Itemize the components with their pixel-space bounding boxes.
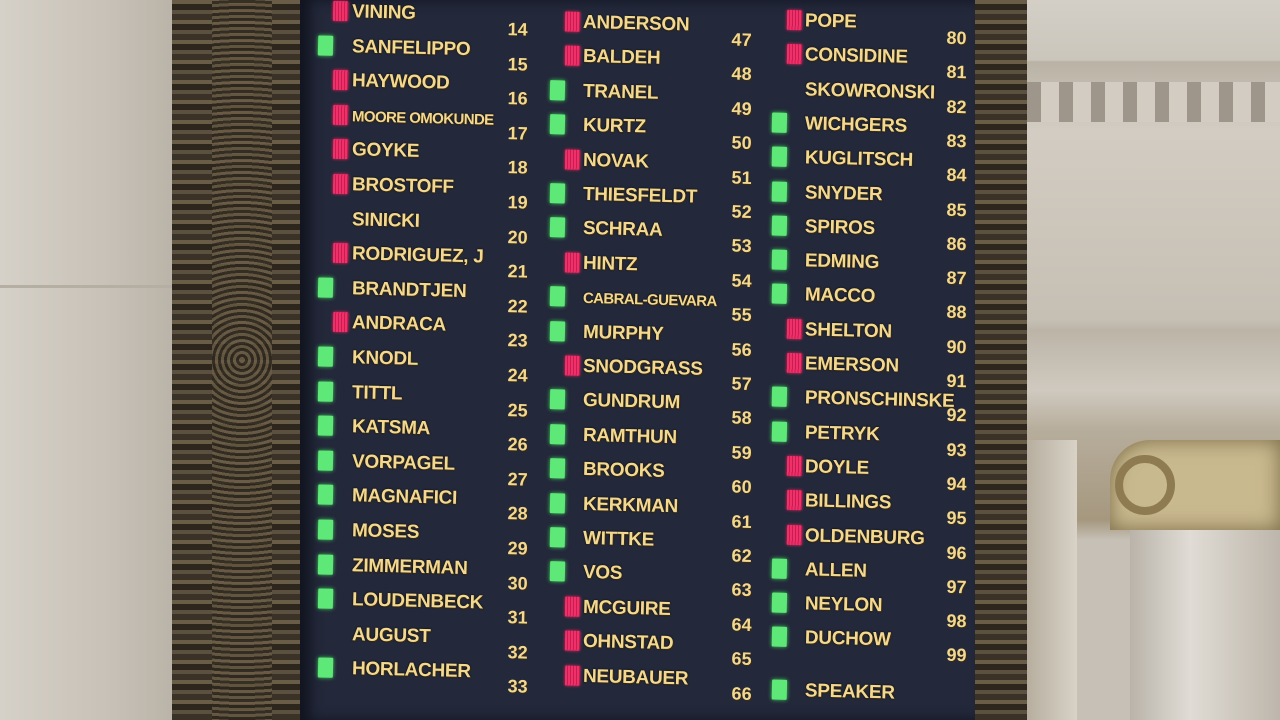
cornice-dentils [1027, 82, 1280, 122]
member-name: WICHGERS [804, 113, 908, 137]
member-name: EMERSON [804, 353, 900, 377]
seat-number: 94 [946, 473, 967, 495]
no-vote-light [786, 9, 803, 31]
seat-number: 86 [946, 233, 967, 255]
seat-number: 80 [946, 27, 967, 49]
seat-number: 88 [946, 302, 967, 323]
member-name: MACCO [804, 284, 876, 308]
member-name: OLDENBURG [804, 524, 925, 549]
member-name: DOYLE [804, 456, 870, 479]
seat-number: 97 [946, 576, 967, 598]
member-name: DUCHOW [804, 627, 891, 651]
seat-number: 84 [946, 164, 967, 186]
no-vote-light [786, 44, 803, 65]
aye-vote-light [771, 283, 788, 305]
member-name: POPE [804, 10, 857, 33]
aye-vote-light [771, 181, 788, 202]
seat-number: 87 [946, 267, 967, 289]
member-name: SNYDER [804, 181, 883, 205]
seat-number: 95 [946, 507, 967, 529]
aye-vote-light [771, 558, 788, 579]
member-name: PRONSCHINSKE [804, 387, 955, 413]
seat-number: 85 [946, 199, 967, 220]
seat-number: 82 [946, 96, 967, 117]
no-vote-light [786, 490, 803, 511]
no-vote-light [786, 318, 803, 339]
vote-board: VINING 14 SANFELIPPO 15 HAYWOOD 16 MOORE OMOKU… [300, 0, 976, 720]
member-name: BILLINGS [804, 490, 892, 514]
aye-vote-light [771, 386, 788, 408]
seat-number: 92 [946, 405, 967, 426]
member-name: EDMING [804, 250, 880, 274]
ornate-frame-right [975, 0, 1027, 720]
aye-vote-light [771, 592, 788, 613]
aye-vote-light [771, 112, 788, 133]
seat-number: 83 [946, 130, 967, 152]
member-name: SKOWRONSKI [804, 78, 936, 104]
member-name: CONSIDINE [804, 44, 908, 69]
seat-number: 99 [946, 645, 967, 666]
member-name: NEYLON [804, 593, 883, 617]
pilaster [1027, 440, 1077, 720]
no-vote-light [786, 524, 803, 545]
seat-number: 90 [946, 336, 967, 357]
no-vote-light [786, 352, 803, 374]
member-name: SHELTON [804, 319, 893, 343]
aye-vote-light [771, 626, 788, 648]
seat-number: 91 [946, 370, 967, 392]
aye-vote-light [771, 146, 788, 168]
aye-vote-light [771, 215, 788, 236]
member-name: KUGLITSCH [804, 147, 914, 172]
no-vote-light [786, 455, 803, 477]
aye-vote-light [771, 249, 788, 270]
member-name: ALLEN [804, 559, 867, 582]
seat-number: 93 [946, 439, 967, 460]
seat-number: 65 [731, 648, 752, 670]
marble-column [1130, 530, 1280, 720]
wall-left [0, 0, 180, 720]
capital-volute [1115, 455, 1175, 515]
seat-number: 98 [946, 610, 967, 632]
ornate-frame-left [172, 0, 302, 720]
member-name: SPEAKER [804, 680, 895, 704]
seat-number: 96 [946, 542, 967, 563]
seat-number: 81 [946, 62, 967, 83]
aye-vote-light [771, 421, 788, 442]
member-name: SPIROS [804, 216, 876, 239]
member-name: PETRYK [804, 421, 880, 445]
aye-vote-light [771, 679, 788, 700]
frame-scroll-pattern [212, 0, 272, 720]
